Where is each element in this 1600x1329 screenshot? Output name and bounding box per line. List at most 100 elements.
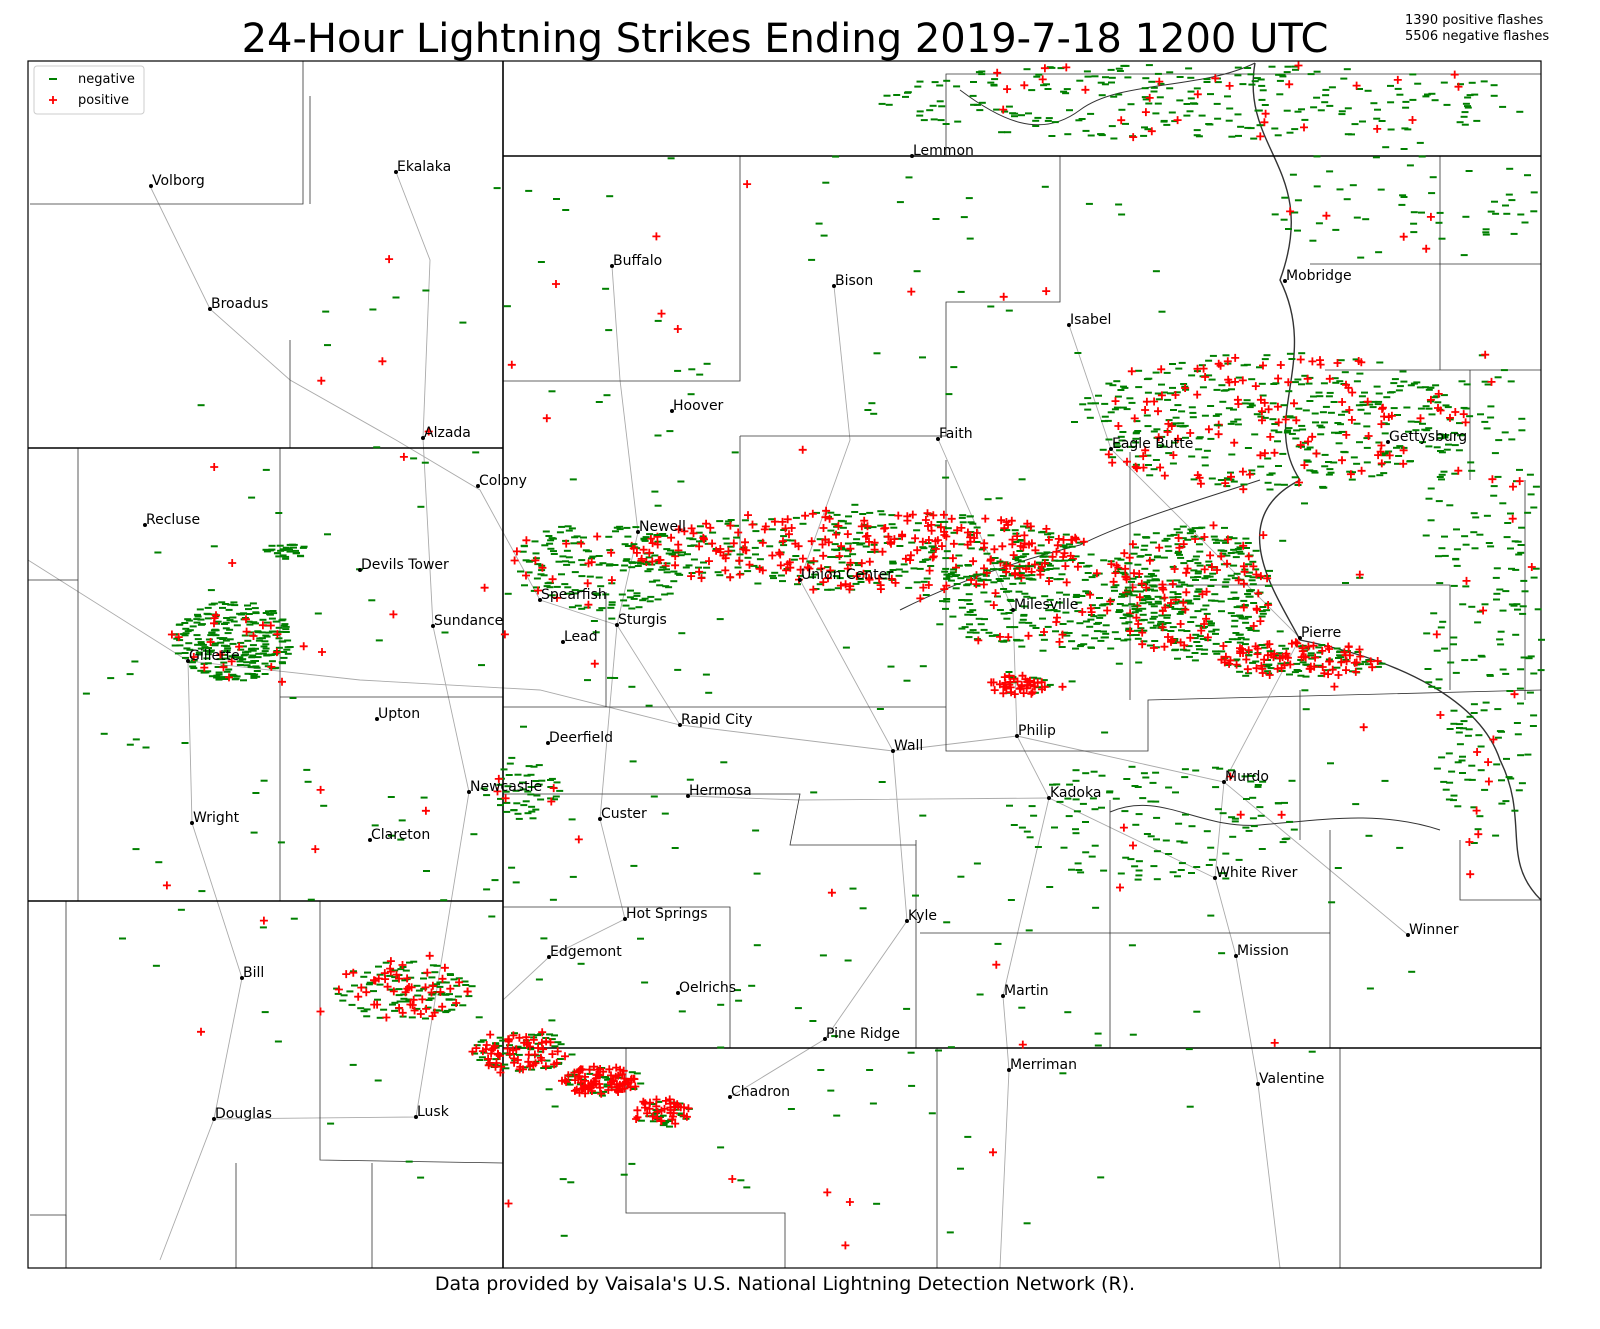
positive-strike xyxy=(676,1103,685,1112)
negative-strike xyxy=(1021,574,1029,577)
negative-strike xyxy=(1017,556,1025,559)
negative-strike xyxy=(1462,585,1470,588)
negative-strike xyxy=(930,549,938,552)
negative-strike xyxy=(1450,709,1458,712)
positive-strike xyxy=(1294,61,1303,70)
positive-strike xyxy=(1104,450,1113,459)
negative-strike xyxy=(878,781,886,783)
negative-strike xyxy=(1211,599,1219,602)
positive-strike xyxy=(604,1086,613,1094)
negative-strike xyxy=(983,569,991,572)
positive-strike xyxy=(1134,620,1143,628)
negative-strike xyxy=(734,989,741,992)
positive-strike xyxy=(1426,395,1435,404)
negative-strike xyxy=(630,597,638,600)
negative-strike xyxy=(598,1094,606,1097)
negative-strike xyxy=(1153,816,1161,819)
positive-strike xyxy=(587,1079,596,1088)
positive-strike xyxy=(427,988,436,997)
negative-strike xyxy=(446,993,453,996)
positive-strike xyxy=(1256,617,1265,626)
negative-strike xyxy=(1144,128,1152,131)
negative-strike xyxy=(424,1006,432,1009)
negative-strike xyxy=(937,119,945,122)
negative-strike xyxy=(1183,649,1191,652)
negative-strike xyxy=(1428,92,1436,95)
positive-strike xyxy=(821,535,830,544)
negative-strike xyxy=(1336,654,1344,657)
negative-strike xyxy=(1132,437,1140,440)
negative-strike xyxy=(1005,612,1013,614)
negative-strike xyxy=(1015,590,1023,593)
negative-strike xyxy=(1028,805,1036,808)
positive-strike xyxy=(1024,631,1033,640)
positive-strike xyxy=(743,180,752,189)
negative-strike xyxy=(1259,606,1267,608)
negative-strike xyxy=(790,558,798,561)
negative-strike xyxy=(737,1179,745,1182)
negative-strike xyxy=(182,632,190,635)
negative-strike xyxy=(1029,578,1037,581)
negative-strike xyxy=(1077,871,1085,874)
negative-strike xyxy=(571,592,579,595)
positive-strike xyxy=(1158,623,1167,632)
negative-strike xyxy=(1372,156,1380,159)
negative-strike xyxy=(957,875,965,878)
positive-strike xyxy=(1135,593,1144,602)
negative-strike xyxy=(511,1032,518,1035)
negative-strike xyxy=(1516,110,1524,113)
negative-strike xyxy=(578,559,586,562)
negative-strike xyxy=(395,988,403,991)
negative-strike xyxy=(1154,602,1162,605)
positive-strike xyxy=(825,514,834,523)
negative-strike xyxy=(1400,196,1408,198)
negative-strike xyxy=(1149,584,1157,587)
negative-strike xyxy=(908,541,916,544)
negative-strike xyxy=(1468,605,1476,608)
negative-strike xyxy=(1005,309,1013,312)
negative-strike xyxy=(253,670,261,672)
negative-strike xyxy=(1249,817,1257,820)
negative-strike xyxy=(900,563,908,566)
negative-strike xyxy=(1178,410,1186,413)
positive-strike xyxy=(999,292,1008,301)
negative-strike xyxy=(856,531,864,534)
negative-strike xyxy=(1375,392,1383,395)
negative-strike xyxy=(1101,420,1108,423)
negative-strike xyxy=(1234,638,1242,641)
negative-strike xyxy=(1170,533,1178,536)
negative-strike xyxy=(641,981,649,984)
negative-strike xyxy=(1363,446,1371,449)
negative-strike xyxy=(1133,533,1141,536)
negative-strike xyxy=(250,660,258,663)
negative-strike xyxy=(541,544,549,547)
negative-strike xyxy=(1055,559,1063,562)
negative-strike xyxy=(583,606,591,609)
negative-strike xyxy=(1425,445,1433,448)
negative-strike xyxy=(905,176,913,179)
negative-strike xyxy=(1252,568,1260,571)
negative-strike xyxy=(1180,841,1188,844)
negative-strike xyxy=(1250,602,1258,604)
negative-strike xyxy=(1152,569,1160,572)
negative-strike xyxy=(1191,659,1199,662)
negative-strike xyxy=(540,937,548,940)
negative-strike xyxy=(1266,473,1274,476)
negative-strike xyxy=(1495,439,1503,442)
negative-strike xyxy=(792,555,800,557)
negative-strike xyxy=(218,601,226,604)
negative-strike xyxy=(916,114,924,117)
negative-strike xyxy=(1141,87,1149,90)
negative-strike xyxy=(943,550,951,553)
negative-strike xyxy=(1258,615,1266,618)
negative-strike xyxy=(630,864,638,867)
negative-strike xyxy=(936,521,944,523)
negative-strike xyxy=(1456,422,1463,425)
positive-strike xyxy=(875,574,884,583)
negative-strike xyxy=(284,646,292,649)
negative-strike xyxy=(1326,468,1334,471)
positive-strike xyxy=(1252,570,1261,579)
negative-strike xyxy=(1225,119,1233,122)
negative-strike xyxy=(1530,210,1538,213)
negative-strike xyxy=(506,762,514,765)
